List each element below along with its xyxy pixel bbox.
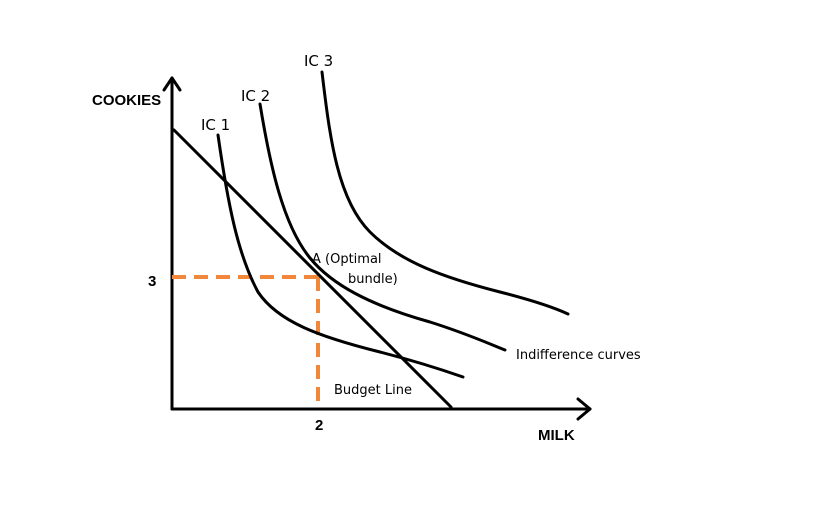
y-tick-label: 3 — [148, 273, 156, 290]
x-axis-label: MILK — [538, 427, 575, 444]
budget-line — [172, 128, 453, 409]
ic2-label: IC 2 — [241, 87, 270, 105]
y-axis-label: COOKIES — [92, 92, 161, 109]
indifference-curves-label: Indifference curves — [516, 348, 641, 363]
ic3-label: IC 3 — [304, 52, 333, 70]
indifference-curve-1 — [216, 133, 465, 379]
optimal-point-label-line2: bundle) — [348, 272, 398, 287]
indifference-curve-3 — [320, 70, 570, 316]
indifference-curve-2 — [258, 102, 507, 352]
y-axis-arrow — [162, 76, 182, 92]
x-tick-label: 2 — [315, 417, 323, 434]
ic1-label: IC 1 — [201, 116, 230, 134]
optimal-point-label-line1: A (Optimal — [312, 252, 382, 267]
x-axis-arrow — [576, 397, 592, 421]
budget-line-label: Budget Line — [334, 383, 412, 398]
